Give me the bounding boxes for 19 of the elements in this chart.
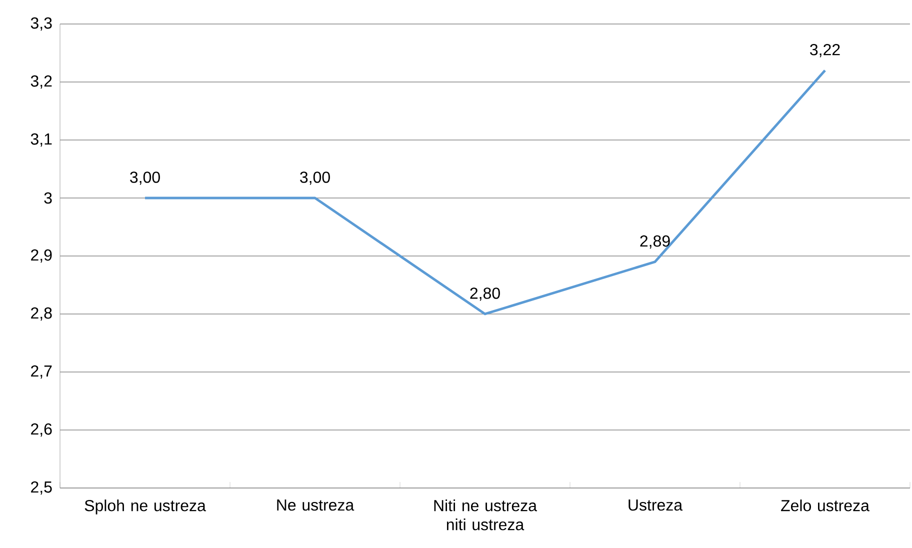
data-label: 2,89	[640, 235, 670, 249]
y-tick-label: 3,1	[30, 133, 52, 147]
y-tick-label: 2,8	[31, 307, 52, 321]
y-tick-label: 3	[44, 192, 52, 204]
y-tick-label: 2,5	[31, 481, 52, 495]
data-label: 3,00	[130, 172, 160, 185]
data-label: 2,80	[470, 288, 500, 301]
y-tick-label: 3,2	[30, 75, 52, 89]
x-tick-label: Niti ne ustreza niti ustreza	[434, 500, 537, 530]
y-tick-label: 2,7	[31, 365, 52, 379]
x-tick-label: Ne ustreza	[277, 500, 354, 511]
y-tick-label: 3,3	[30, 17, 52, 31]
x-tick-label: Ustreza	[628, 500, 683, 511]
y-tick-label: 2,9	[31, 249, 52, 263]
data-label: 3,00	[300, 172, 330, 185]
x-tick-label: Zelo ustreza	[781, 500, 870, 512]
x-tick-label: Sploh ne ustreza	[84, 500, 206, 514]
y-tick-label: 2,6	[31, 423, 52, 437]
data-label: 3,22	[810, 44, 840, 58]
